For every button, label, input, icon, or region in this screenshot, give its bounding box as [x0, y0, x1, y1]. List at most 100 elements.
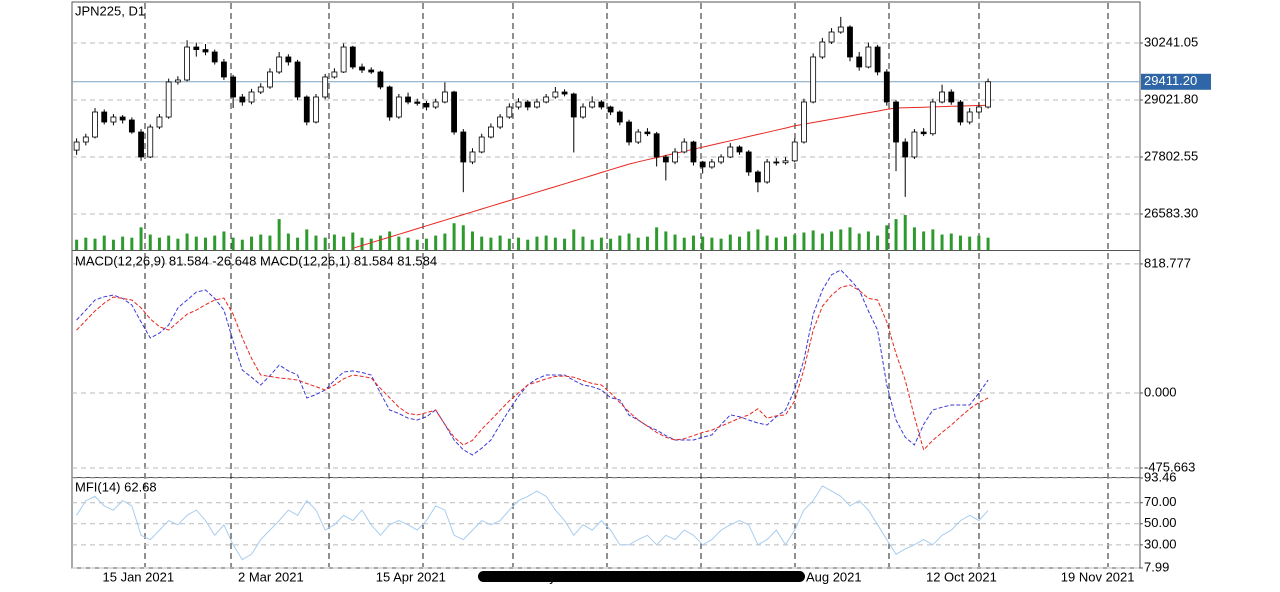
candle-body	[110, 116, 117, 123]
volume-bar	[784, 236, 788, 250]
volume-bar	[351, 232, 355, 250]
panel-title: JPN225, D1	[75, 3, 145, 18]
candle-body	[736, 146, 743, 153]
candle-body	[929, 101, 936, 135]
x-tick-label: 15 Apr 2021	[376, 569, 446, 584]
candle-body	[221, 61, 227, 78]
volume-bar	[406, 237, 410, 250]
candle-body	[138, 131, 144, 158]
candle-body	[957, 101, 964, 123]
candle-body	[174, 79, 181, 83]
candle-body	[589, 101, 596, 108]
candle-body	[580, 106, 586, 118]
volume-bar	[369, 238, 373, 250]
candle-body	[727, 146, 734, 158]
volume-bar	[93, 238, 97, 250]
candle-body	[607, 106, 614, 113]
volume-bar	[756, 229, 760, 250]
candle-body	[534, 101, 540, 108]
volume-bar	[673, 234, 677, 250]
candle-body	[672, 151, 678, 163]
volume-bar	[75, 239, 79, 250]
y-tick-label: 29021.80	[1144, 91, 1198, 106]
volume-bar	[314, 235, 318, 250]
volume-bar	[590, 239, 594, 250]
candle-body	[276, 56, 283, 73]
candle-body	[469, 151, 476, 163]
candle-body	[635, 131, 642, 143]
volume-bar	[830, 231, 834, 250]
y-tick-label: 70.00	[1144, 494, 1177, 509]
indicator-line	[76, 269, 989, 456]
volume-bar	[157, 237, 161, 250]
candle-body	[985, 81, 991, 108]
volume-bar	[811, 230, 815, 250]
volume-bar	[434, 235, 438, 250]
candle-body	[257, 86, 264, 93]
volume-bar	[710, 237, 714, 250]
volume-bar	[738, 236, 741, 250]
candle-body	[819, 41, 826, 58]
price-label: 29411.20	[1144, 73, 1197, 88]
volume-bar	[342, 236, 346, 250]
candle-body	[515, 101, 522, 108]
scroll-bar[interactable]	[478, 571, 805, 582]
volume-bar	[526, 239, 530, 250]
volume-bar	[268, 235, 272, 250]
volume-bar	[139, 227, 143, 250]
indicator-line	[76, 284, 989, 451]
candle-body	[791, 141, 798, 162]
volume-bar	[240, 239, 244, 250]
volume-bar	[866, 231, 870, 250]
volume-bar	[765, 235, 769, 250]
candle-body	[331, 71, 338, 78]
candle-body	[377, 71, 384, 88]
y-tick-label: 818.777	[1144, 255, 1191, 270]
y-tick-label: 7.99	[1144, 559, 1169, 574]
candle-body	[506, 106, 513, 118]
volume-bar	[121, 236, 125, 250]
volume-bar	[250, 236, 254, 250]
volume-bar	[664, 231, 668, 250]
candle-body	[570, 93, 577, 118]
candle-body	[966, 111, 973, 123]
volume-bar	[259, 234, 263, 250]
candle-body	[147, 126, 154, 158]
volume-bar	[204, 237, 207, 250]
candle-body	[239, 96, 246, 103]
candle-body	[368, 69, 375, 73]
candle-body	[690, 141, 697, 163]
volume-bar	[296, 237, 300, 250]
candle-body	[662, 156, 669, 163]
volume-bar	[415, 239, 419, 250]
volume-bar	[489, 237, 493, 250]
volume-bar	[424, 238, 428, 250]
volume-bar	[194, 236, 198, 250]
candle-body	[782, 160, 789, 164]
candle-body	[303, 96, 310, 123]
candle-body	[524, 101, 531, 108]
volume-bar	[839, 229, 843, 250]
candle-body	[359, 66, 365, 71]
x-tick-label: 27 Aug 2021	[789, 569, 862, 584]
candle-body	[865, 46, 872, 68]
candle-body	[644, 131, 651, 135]
candle-body	[165, 81, 172, 118]
candle-body	[893, 101, 899, 143]
volume-bar	[719, 238, 723, 250]
volume-bar	[876, 235, 880, 250]
candle-body	[432, 101, 439, 108]
candle-body	[340, 46, 347, 73]
candle-body	[488, 126, 494, 138]
candle-body	[883, 71, 890, 103]
volume-bar	[968, 236, 972, 250]
candle-body	[755, 171, 761, 183]
candle-body	[451, 91, 457, 133]
volume-bar	[305, 229, 309, 250]
volume-bar	[397, 236, 401, 250]
candle-body	[119, 116, 126, 121]
candle-body	[681, 141, 688, 153]
y-tick-label: 93.46	[1144, 469, 1177, 484]
candle-body	[395, 96, 402, 118]
